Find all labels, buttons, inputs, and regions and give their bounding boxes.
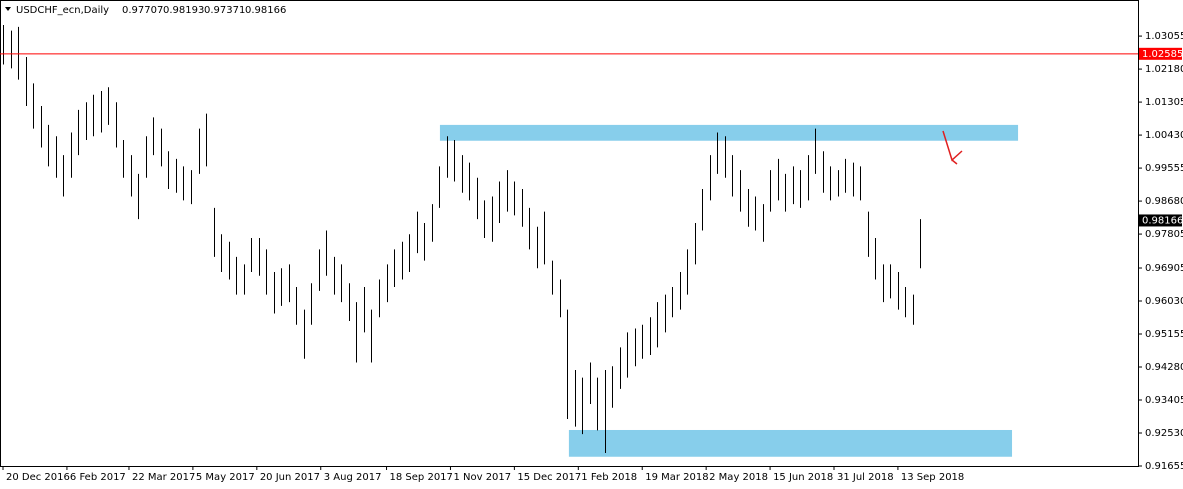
x-tick-label: 1 Nov 2017 [453, 472, 511, 483]
arrow-annotation [942, 130, 963, 165]
quote-high: 0.98193 [163, 5, 204, 16]
zone [439, 124, 1019, 141]
y-tick-label: 0.91655 [1145, 461, 1183, 472]
x-tick-label: 3 Aug 2017 [324, 472, 382, 483]
quote-low: 0.97371 [204, 5, 245, 16]
x-tick-label: 5 May 2017 [196, 472, 255, 483]
y-tick-label: 1.02180 [1145, 64, 1183, 75]
y-tick-label: 0.97805 [1145, 229, 1183, 240]
y-tick-label: 1.03055 [1145, 31, 1183, 42]
zone [568, 429, 1013, 457]
y-tick-label: 0.99555 [1145, 163, 1183, 174]
x-tick-label: 2 May 2018 [709, 472, 768, 483]
y-tick-label: 0.98680 [1145, 196, 1183, 207]
current-price-label: 0.98166 [1142, 215, 1183, 226]
x-tick-label: 15 Dec 2017 [517, 472, 581, 483]
y-tick-label: 0.93405 [1145, 395, 1183, 406]
y-tick-label: 1.00430 [1145, 130, 1183, 141]
x-tick-label: 20 Jun 2017 [260, 472, 320, 483]
x-tick-label: 15 Jun 2018 [773, 472, 833, 483]
plot-frame [0, 0, 1139, 467]
x-tick-label: 19 Mar 2018 [645, 472, 708, 483]
level-label: 1.02585 [1142, 49, 1183, 60]
menu-icon[interactable] [5, 7, 11, 11]
y-tick-label: 0.94280 [1145, 362, 1183, 373]
y-tick-label: 1.01305 [1145, 97, 1183, 108]
chart-title: USDCHF_ecn,Daily [16, 5, 109, 16]
y-tick-label: 0.95155 [1145, 329, 1183, 340]
y-tick-label: 0.92530 [1145, 428, 1183, 439]
x-tick-label: 6 Feb 2017 [70, 472, 126, 483]
level-box [1139, 47, 1182, 60]
x-tick-label: 31 Jul 2018 [837, 472, 894, 483]
quote-open: 0.97707 [122, 5, 163, 16]
x-tick-label: 18 Sep 2017 [390, 472, 453, 483]
x-tick-label: 13 Sep 2018 [901, 472, 964, 483]
current-price-box [1139, 214, 1182, 227]
y-tick-label: 0.96905 [1145, 263, 1183, 274]
quote-close: 0.98166 [245, 5, 286, 16]
y-tick-label: 0.96030 [1145, 296, 1183, 307]
x-tick-label: 22 Mar 2017 [132, 472, 195, 483]
x-tick-label: 20 Dec 2016 [6, 472, 70, 483]
x-tick-label: 1 Feb 2018 [581, 472, 637, 483]
